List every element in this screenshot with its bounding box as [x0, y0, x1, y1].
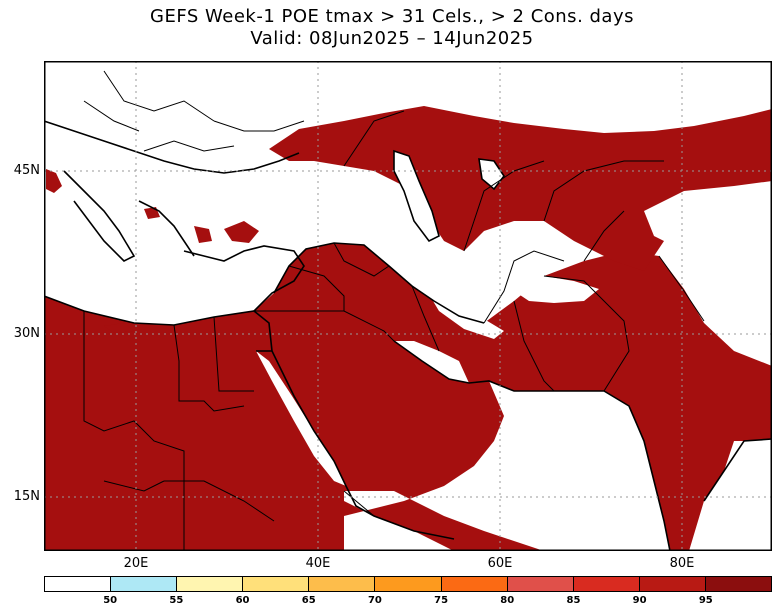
hindu-kush-gap	[514, 276, 599, 303]
red-sea	[256, 351, 346, 486]
hot-patch-libya-coast	[104, 323, 134, 333]
country-borders	[83, 70, 705, 551]
lon-label-60e: 60E	[487, 556, 513, 571]
tien-shan-gap	[644, 181, 772, 261]
caucasus-gap	[344, 211, 399, 233]
colorbar-label: 95	[698, 595, 713, 606]
colorbar-label: 65	[301, 595, 316, 606]
arabian-sea	[344, 381, 670, 551]
map-valid-dates: Valid: 08Jun2025 – 14Jun2025	[250, 28, 534, 49]
colorbar-label: 60	[235, 595, 250, 606]
colorbar-cell	[573, 577, 640, 591]
hot-patch-iberia	[46, 169, 62, 193]
hot-patch-greece	[194, 226, 212, 243]
colorbar-cell	[45, 577, 112, 591]
colorbar-cell	[441, 577, 508, 591]
colorbar	[44, 576, 772, 592]
colorbar-cell	[639, 577, 706, 591]
colorbar-cell	[375, 577, 442, 591]
colorbar-label: 75	[434, 595, 449, 606]
colorbar-label: 55	[169, 595, 184, 606]
persian-gulf	[394, 341, 469, 383]
colorbar-label: 80	[500, 595, 515, 606]
lat-label-45n: 45N	[13, 163, 40, 178]
colorbar-label: 50	[103, 595, 118, 606]
map-title: GEFS Week-1 POE tmax > 31 Cels., > 2 Con…	[150, 6, 634, 27]
colorbar-cell	[507, 577, 574, 591]
lon-label-40e: 40E	[305, 556, 331, 571]
lat-label-15n: 15N	[13, 489, 40, 504]
lat-label-30n: 30N	[13, 326, 40, 341]
colorbar-cell	[309, 577, 376, 591]
colorbar-cell	[177, 577, 244, 591]
colorbar-cell	[111, 577, 178, 591]
hot-patch-anatolia	[224, 221, 259, 243]
probability-map	[44, 61, 772, 551]
gridlines	[44, 61, 772, 551]
colorbar-cell	[243, 577, 310, 591]
colorbar-label: 85	[566, 595, 581, 606]
hot-region-north	[269, 106, 772, 271]
lon-label-20e: 20E	[123, 556, 149, 571]
map-frame	[44, 61, 772, 551]
colorbar-label: 90	[632, 595, 647, 606]
caspian-sea	[394, 151, 439, 241]
colorbar-cell	[705, 577, 772, 591]
lon-label-80e: 80E	[669, 556, 695, 571]
colorbar-label: 70	[367, 595, 382, 606]
coastlines	[44, 120, 772, 551]
iran-plateau-gap	[424, 286, 504, 339]
bay-of-bengal	[694, 441, 772, 551]
